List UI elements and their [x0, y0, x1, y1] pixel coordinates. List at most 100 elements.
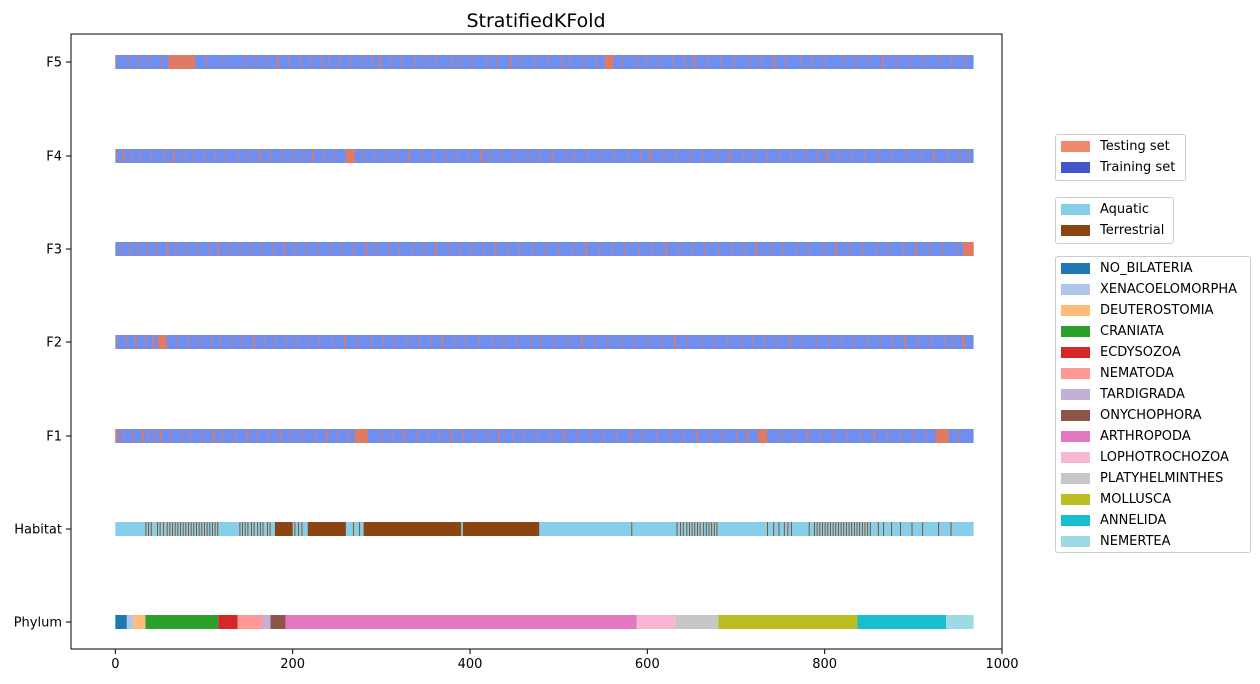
legend-phylum-swatch [1061, 284, 1090, 295]
test-segment [595, 55, 597, 69]
test-segment [361, 55, 363, 69]
terrestrial-segment [716, 522, 718, 536]
test-segment [760, 55, 762, 69]
terrestrial-segment [694, 522, 696, 536]
terrestrial-segment [708, 522, 710, 536]
test-segment [675, 149, 677, 163]
legend-phylum-entry: ONYCHOPHORA [1056, 405, 1202, 426]
test-segment [134, 335, 137, 349]
test-segment [576, 429, 578, 443]
test-segment [257, 429, 259, 443]
test-segment [533, 55, 535, 69]
test-segment [651, 242, 653, 256]
test-segment [929, 242, 931, 256]
test-segment [454, 335, 455, 349]
test-segment [125, 335, 127, 349]
test-segment [811, 55, 813, 69]
terrestrial-segment [177, 522, 179, 536]
test-segment [849, 242, 851, 256]
test-segment [673, 335, 676, 349]
terrestrial-segment [462, 522, 540, 536]
test-segment [817, 149, 819, 163]
test-segment [283, 242, 286, 256]
test-segment [335, 149, 337, 163]
test-segment [190, 429, 192, 443]
terrestrial-segment [950, 522, 952, 536]
legend-phylum-label: NO_BILATERIA [1100, 261, 1193, 276]
test-segment [743, 149, 744, 163]
test-segment [968, 149, 970, 163]
test-segment [381, 429, 383, 443]
test-segment [563, 429, 565, 443]
test-segment [594, 335, 596, 349]
test-segment [456, 149, 458, 163]
terrestrial-segment [851, 522, 853, 536]
terrestrial-segment [773, 522, 775, 536]
train-bar [115, 335, 974, 349]
test-segment [221, 429, 223, 443]
legend-phylum: NO_BILATERIA XENACOELOMORPHA DEUTEROSTOMIA… [1055, 256, 1251, 553]
legend-phylum-swatch [1061, 389, 1090, 400]
test-segment [640, 149, 642, 163]
test-segment [204, 149, 205, 163]
terrestrial-segment [294, 522, 296, 536]
test-segment [363, 149, 365, 163]
test-segment [530, 335, 532, 349]
test-segment [157, 242, 158, 256]
legend-phylum-swatch [1061, 347, 1090, 358]
test-segment [418, 335, 420, 349]
test-segment [931, 335, 932, 349]
terrestrial-segment [938, 522, 940, 536]
test-segment [616, 429, 618, 443]
legend-phylum-swatch [1061, 452, 1090, 463]
terrestrial-segment [711, 522, 713, 536]
terrestrial-segment [253, 522, 255, 536]
terrestrial-segment [204, 522, 205, 536]
test-segment [734, 55, 736, 69]
terrestrial-segment [257, 522, 259, 536]
test-segment [264, 335, 266, 349]
test-segment [539, 149, 541, 163]
test-segment [148, 429, 150, 443]
test-segment [285, 335, 287, 349]
legend-habitat-entry: Aquatic [1056, 199, 1149, 220]
test-segment [267, 429, 269, 443]
test-segment [450, 429, 453, 443]
test-segment [385, 149, 387, 163]
test-segment [365, 242, 368, 256]
test-segment [959, 149, 961, 163]
test-segment [824, 55, 826, 69]
test-segment [829, 335, 830, 349]
test-segment [935, 429, 949, 443]
test-segment [452, 55, 454, 69]
test-segment [199, 335, 201, 349]
test-segment [211, 335, 212, 349]
test-segment [474, 429, 476, 443]
legend-habitat: Aquatic Terrestrial [1055, 197, 1174, 244]
terrestrial-segment [631, 522, 633, 536]
terrestrial-segment [148, 522, 150, 536]
y-tick-label: Phylum [14, 616, 62, 631]
test-segment [932, 149, 935, 163]
terrestrial-segment [201, 522, 203, 536]
test-segment [642, 429, 644, 443]
terrestrial-segment [169, 522, 171, 536]
test-segment [548, 55, 549, 69]
phylum-segment-no_bilateria [115, 615, 127, 629]
test-segment [784, 55, 786, 69]
legend-split-entry: Training set [1056, 157, 1175, 178]
terrestrial-segment [211, 522, 213, 536]
test-segment [891, 149, 893, 163]
y-tick-label: F4 [46, 150, 62, 165]
legend-phylum-swatch [1061, 473, 1090, 484]
terrestrial-segment [689, 522, 690, 536]
terrestrial-segment [900, 522, 901, 536]
test-segment [237, 149, 239, 163]
terrestrial-segment [182, 522, 184, 536]
legend-split-swatch [1061, 141, 1090, 152]
test-segment [255, 55, 257, 69]
test-segment [212, 429, 215, 443]
test-segment [645, 55, 647, 69]
terrestrial-segment [696, 522, 698, 536]
test-segment [258, 149, 261, 163]
